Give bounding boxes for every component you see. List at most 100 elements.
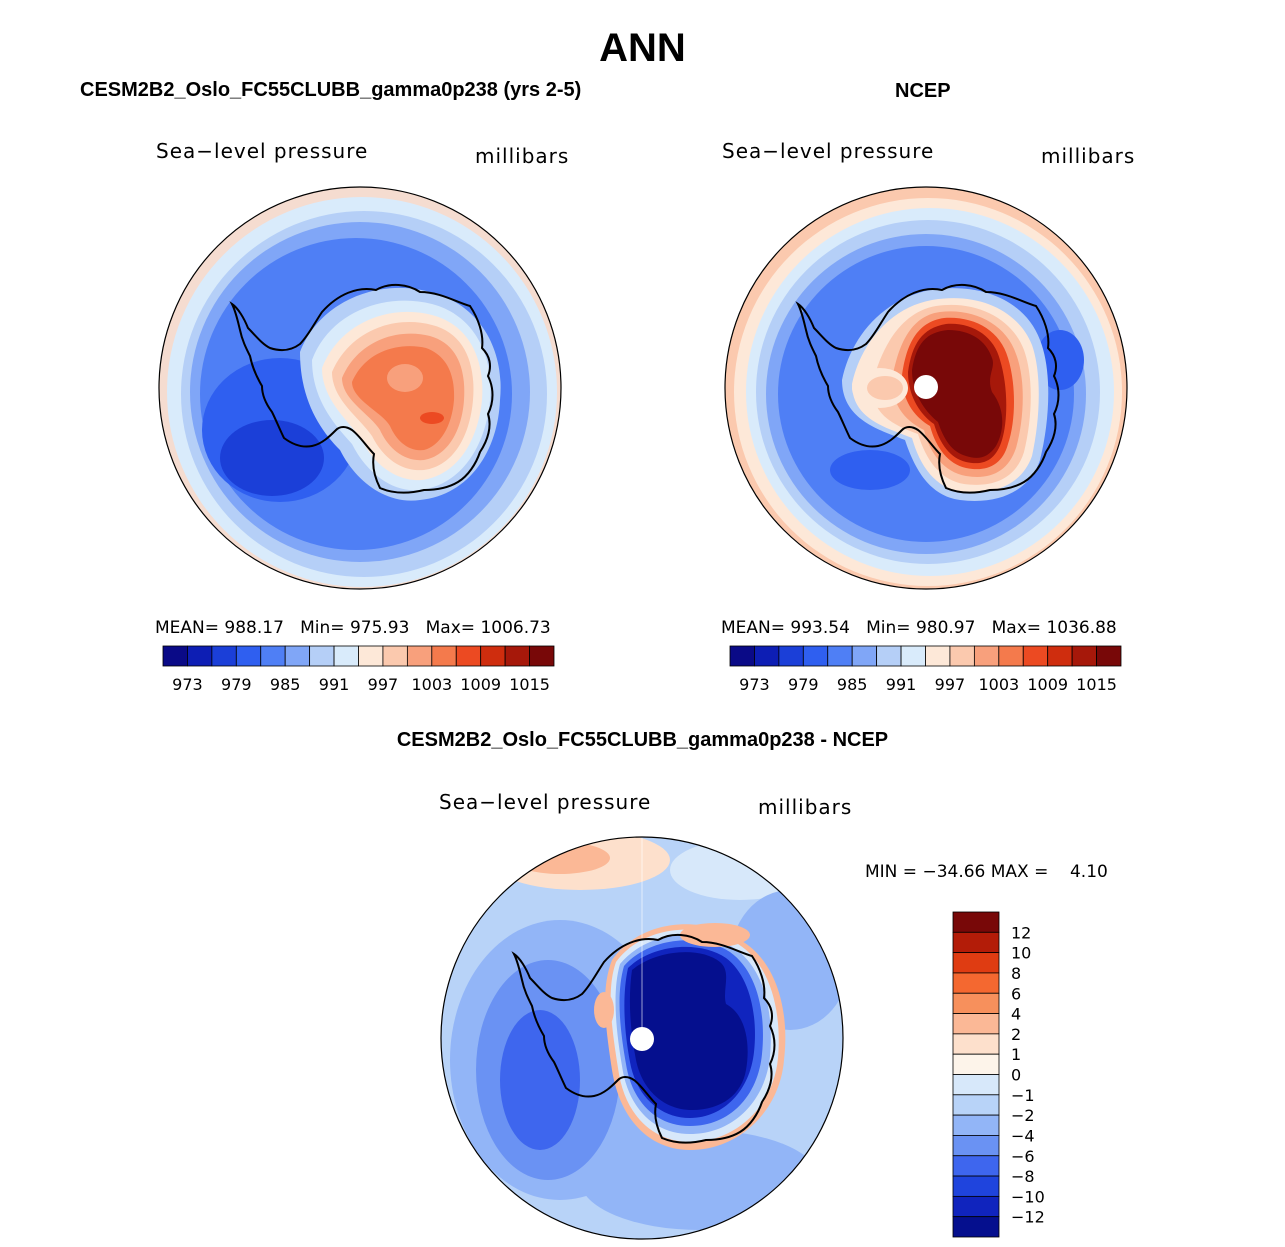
map-2-fill-land-core [912,330,1003,458]
map-2-antarctica-coastline [795,284,1060,494]
colorbar-3-box-9 [952,1094,1000,1116]
panel-1-min-value: 975.93 [349,618,410,638]
map-2-fill-low-1 [830,450,910,490]
colorbar-1-box-4 [260,645,286,667]
colorbar-1-tick-label: 991 [319,675,350,694]
colorbar-2-tick-label: 991 [886,675,917,694]
colorbar-3-box-6 [952,1033,1000,1055]
map-3-fill-pos-anomaly-2 [594,992,614,1028]
colorbar-1-box-8 [358,645,384,667]
colorbar-3-tick-label: −8 [1011,1167,1035,1186]
colorbar-1-box-15 [529,645,555,667]
colorbar-3-tick-label: −12 [1011,1208,1045,1227]
map-1-fill-land-core [352,346,455,451]
map-3-antarctica-coastline [511,934,776,1144]
colorbar-1-tick-label: 997 [368,675,399,694]
colorbar-3-box-11 [952,1135,1000,1157]
colorbar-1-tick-label: 985 [270,675,301,694]
colorbar-2-box-11 [998,645,1024,667]
colorbar-3-tick-label: −2 [1011,1106,1035,1125]
colorbar-3-box-3 [952,972,1000,994]
colorbar-3-box-13 [952,1175,1000,1197]
panel-1-max-label: Max= [425,618,476,638]
colorbar-2-tick-label: 997 [935,675,966,694]
panel-1-variable-label: Sea−level pressure [156,139,369,163]
panel-1-units-label: millibars [475,144,570,168]
colorbar-2-box-9 [949,645,975,667]
colorbar-1-box-12 [455,645,482,667]
colorbar-2: 973 979 985 991 997 1003 1009 1015 [729,645,1122,694]
colorbar-2-box-13 [1047,645,1073,667]
colorbar-2-box-3 [802,645,829,667]
panel-2-units-label: millibars [1041,144,1136,168]
panel-1-max-value: 1006.73 [480,618,551,638]
panel-2-variable-label: Sea−level pressure [722,139,935,163]
colorbar-1-tick-label: 973 [172,675,203,694]
colorbar-3-tick-label: 4 [1011,1005,1021,1024]
colorbar-3-box-14 [952,1195,1000,1218]
colorbar-3-tick-label: 12 [1011,923,1031,942]
colorbar-1-tick-label: 1003 [411,675,452,694]
colorbar-2-box-2 [778,645,804,667]
map-1-fill-low-core [220,420,324,496]
panel-2-stats: MEAN= 993.54 Min= 980.97 Max= 1036.88 [721,618,1117,638]
colorbar-3-box-0 [952,911,1000,933]
colorbar-3-box-10 [952,1114,1000,1136]
colorbar-1-box-10 [406,645,433,667]
panel-2-mean-value: 993.54 [790,618,850,638]
panel-1-stats: MEAN= 988.17 Min= 975.93 Max= 1006.73 [155,618,551,638]
colorbar-3-tick-label: 1 [1011,1045,1021,1064]
figure-title: ANN [599,26,686,70]
panel-2-mean-label: MEAN= [721,618,785,638]
colorbar-1-box-13 [480,645,506,667]
colorbar-3-box-15 [952,1216,1000,1238]
colorbar-2-tick-label: 973 [739,675,770,694]
map-3-field [441,837,843,1239]
colorbar-3-tick-label: 8 [1011,964,1021,983]
colorbar-3-tick-label: 6 [1011,984,1021,1003]
map-3-fill-top-2 [510,842,610,874]
colorbar-3-tick-label: 10 [1011,944,1031,963]
map-3-boundary [440,836,844,1240]
colorbar-3-box-12 [952,1155,1000,1177]
map-1-antarctica-coastline [229,284,494,494]
map-3-fill-top-3 [670,840,810,900]
map-3-fill-pos-anomaly-1 [680,923,750,947]
colorbar-2-box-8 [925,645,951,667]
colorbar-2-box-12 [1022,645,1049,667]
colorbar-2-tick-label: 1009 [1027,675,1068,694]
colorbar-1-box-1 [187,645,213,667]
map-2 [724,186,1128,590]
colorbar-2-tick-label: 985 [837,675,868,694]
map-2-fill-peninsula-2 [867,376,903,400]
colorbar-1-box-5 [284,645,311,667]
colorbar-1-box-2 [211,645,237,667]
colorbar-1-tick-label: 1015 [509,675,550,694]
colorbar-1-box-3 [235,645,262,667]
panel-2-case-title: NCEP [895,80,951,102]
panel-3-stats: MIN = −34.66 MAX = 4.10 [865,862,1108,882]
panel-3-units-label: millibars [758,795,853,819]
colorbar-2-tick-label: 1003 [978,675,1019,694]
colorbar-2-box-0 [729,645,755,667]
panel-2-max-value: 1036.88 [1046,618,1117,638]
colorbar-1-box-9 [382,645,408,667]
colorbar-1-tick-label: 979 [221,675,252,694]
colorbar-3-tick-label: 0 [1011,1066,1021,1085]
colorbar-3-box-5 [952,1013,1000,1035]
colorbar-2-box-4 [827,645,853,667]
panel-3-variable-label: Sea−level pressure [439,790,652,814]
colorbar-3-tick-label: −6 [1011,1147,1035,1166]
map-3-pole-marker [630,1027,654,1051]
colorbar-2-box-10 [973,645,1000,667]
colorbar-2-box-6 [876,645,902,667]
colorbar-3-box-8 [952,1074,1000,1096]
colorbar-1-box-0 [162,645,188,667]
colorbar-3-tick-label: −1 [1011,1086,1035,1105]
map-1-fill-land-max [420,412,444,424]
map-2-pole-marker [914,375,938,399]
panel-2-min-value: 980.97 [915,618,976,638]
panel-2-max-label: Max= [991,618,1042,638]
